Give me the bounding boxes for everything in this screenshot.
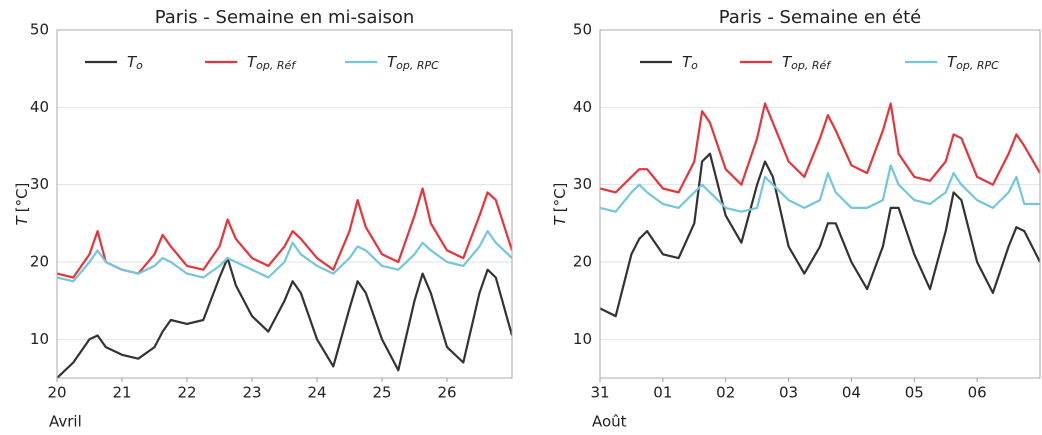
series-line bbox=[57, 257, 512, 378]
month-label: Août bbox=[592, 413, 627, 431]
legend-label: Top, RPC bbox=[947, 53, 999, 73]
series-line bbox=[600, 102, 1040, 194]
y-tick-label: 20 bbox=[30, 253, 49, 271]
series-line bbox=[600, 152, 1040, 318]
y-axis-label: T[°C] bbox=[13, 183, 31, 226]
y-tick-label: 40 bbox=[30, 98, 49, 116]
x-tick-label: 05 bbox=[905, 384, 924, 402]
y-tick-label: 10 bbox=[30, 330, 49, 348]
legend-label: To bbox=[682, 53, 698, 73]
legend-label: Top, Réf bbox=[782, 53, 832, 73]
plot-frame bbox=[56, 29, 513, 379]
x-tick-label: 03 bbox=[779, 384, 798, 402]
y-tick-label: 40 bbox=[573, 98, 592, 116]
plot-area bbox=[600, 30, 1040, 378]
legend-label: Top, Réf bbox=[247, 53, 297, 73]
x-tick-label: 06 bbox=[968, 384, 987, 402]
plot-frame bbox=[599, 29, 1041, 379]
chart-title: Paris - Semaine en été bbox=[719, 7, 921, 28]
legend-label: To bbox=[127, 53, 143, 73]
x-tick-label: 26 bbox=[437, 384, 456, 402]
x-tick-label: 04 bbox=[842, 384, 861, 402]
plot-area bbox=[57, 30, 512, 378]
y-axis-label: T[°C] bbox=[551, 183, 569, 226]
y-tick-label: 50 bbox=[30, 21, 49, 39]
x-tick-label: 31 bbox=[590, 384, 609, 402]
x-tick-label: 20 bbox=[47, 384, 66, 402]
x-tick-label: 21 bbox=[112, 384, 131, 402]
series-line bbox=[57, 230, 512, 283]
legend-label: Top, RPC bbox=[387, 53, 439, 73]
y-tick-label: 30 bbox=[573, 175, 592, 193]
y-tick-label: 10 bbox=[573, 330, 592, 348]
x-tick-label: 22 bbox=[177, 384, 196, 402]
x-tick-label: 24 bbox=[307, 384, 326, 402]
series-line bbox=[600, 164, 1040, 213]
y-tick-label: 20 bbox=[573, 253, 592, 271]
y-tick-label: 30 bbox=[30, 175, 49, 193]
x-tick-label: 02 bbox=[716, 384, 735, 402]
x-tick-label: 01 bbox=[653, 384, 672, 402]
x-tick-label: 25 bbox=[372, 384, 391, 402]
chart-title: Paris - Semaine en mi-saison bbox=[155, 7, 415, 28]
month-label: Avril bbox=[49, 413, 82, 431]
x-tick-label: 23 bbox=[242, 384, 261, 402]
y-tick-label: 50 bbox=[573, 21, 592, 39]
